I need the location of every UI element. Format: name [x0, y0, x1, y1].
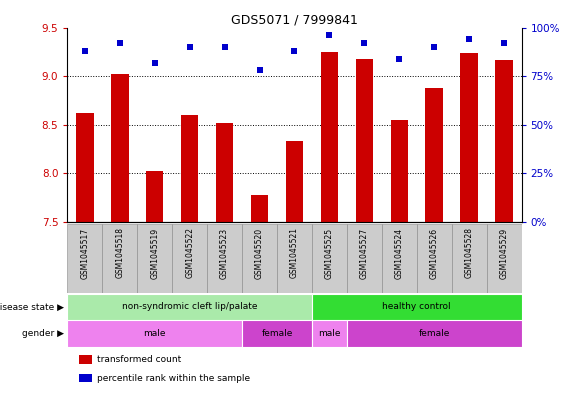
Point [290, 48, 299, 54]
Text: GSM1045525: GSM1045525 [325, 228, 334, 279]
Text: GSM1045517: GSM1045517 [80, 228, 89, 279]
Text: male: male [144, 329, 166, 338]
Bar [495, 60, 513, 222]
Bar [251, 195, 268, 222]
Bar [67, 294, 312, 320]
Text: non-syndromic cleft lip/palate: non-syndromic cleft lip/palate [122, 303, 257, 311]
Bar [312, 320, 347, 347]
Text: GSM1045518: GSM1045518 [115, 228, 124, 279]
Text: GSM1045526: GSM1045526 [430, 228, 439, 279]
Bar [216, 123, 233, 222]
Text: GSM1045529: GSM1045529 [500, 228, 509, 279]
Bar [242, 224, 277, 293]
Text: GSM1045522: GSM1045522 [185, 228, 194, 279]
Bar [242, 320, 312, 347]
Bar [146, 171, 163, 222]
Bar [461, 53, 478, 222]
Text: GSM1045520: GSM1045520 [255, 228, 264, 279]
Text: GSM1045524: GSM1045524 [395, 228, 404, 279]
Bar [67, 224, 103, 293]
Bar [277, 224, 312, 293]
Bar [321, 52, 338, 222]
Bar [452, 224, 486, 293]
Bar [425, 88, 443, 222]
Bar [347, 224, 382, 293]
Point [465, 36, 474, 42]
Text: percentile rank within the sample: percentile rank within the sample [97, 374, 250, 382]
Point [499, 40, 509, 46]
Bar [486, 224, 522, 293]
Bar [103, 224, 137, 293]
Bar [111, 74, 128, 222]
Bar [67, 320, 242, 347]
Text: gender ▶: gender ▶ [22, 329, 64, 338]
Bar [181, 115, 199, 222]
Point [220, 44, 229, 50]
Point [115, 40, 124, 46]
Text: male: male [318, 329, 340, 338]
Bar [76, 113, 94, 222]
Text: GSM1045521: GSM1045521 [290, 228, 299, 279]
Bar [382, 224, 417, 293]
Text: GSM1045519: GSM1045519 [150, 228, 159, 279]
Point [185, 44, 195, 50]
Text: disease state ▶: disease state ▶ [0, 303, 64, 311]
Text: healthy control: healthy control [383, 303, 451, 311]
Point [325, 32, 334, 39]
Bar [312, 294, 522, 320]
Bar [286, 141, 303, 222]
Point [394, 55, 404, 62]
Text: GSM1045528: GSM1045528 [465, 228, 473, 279]
Bar [347, 320, 522, 347]
Point [360, 40, 369, 46]
Text: female: female [261, 329, 292, 338]
Text: female: female [418, 329, 450, 338]
Bar [356, 59, 373, 222]
Bar [417, 224, 452, 293]
Point [150, 59, 159, 66]
Bar [172, 224, 207, 293]
Point [80, 48, 90, 54]
Text: GSM1045523: GSM1045523 [220, 228, 229, 279]
Bar [312, 224, 347, 293]
Title: GDS5071 / 7999841: GDS5071 / 7999841 [231, 13, 358, 26]
Bar [137, 224, 172, 293]
Text: transformed count: transformed count [97, 355, 181, 364]
Bar [207, 224, 242, 293]
Point [255, 67, 264, 73]
Bar [390, 120, 408, 222]
Text: GSM1045527: GSM1045527 [360, 228, 369, 279]
Point [430, 44, 439, 50]
